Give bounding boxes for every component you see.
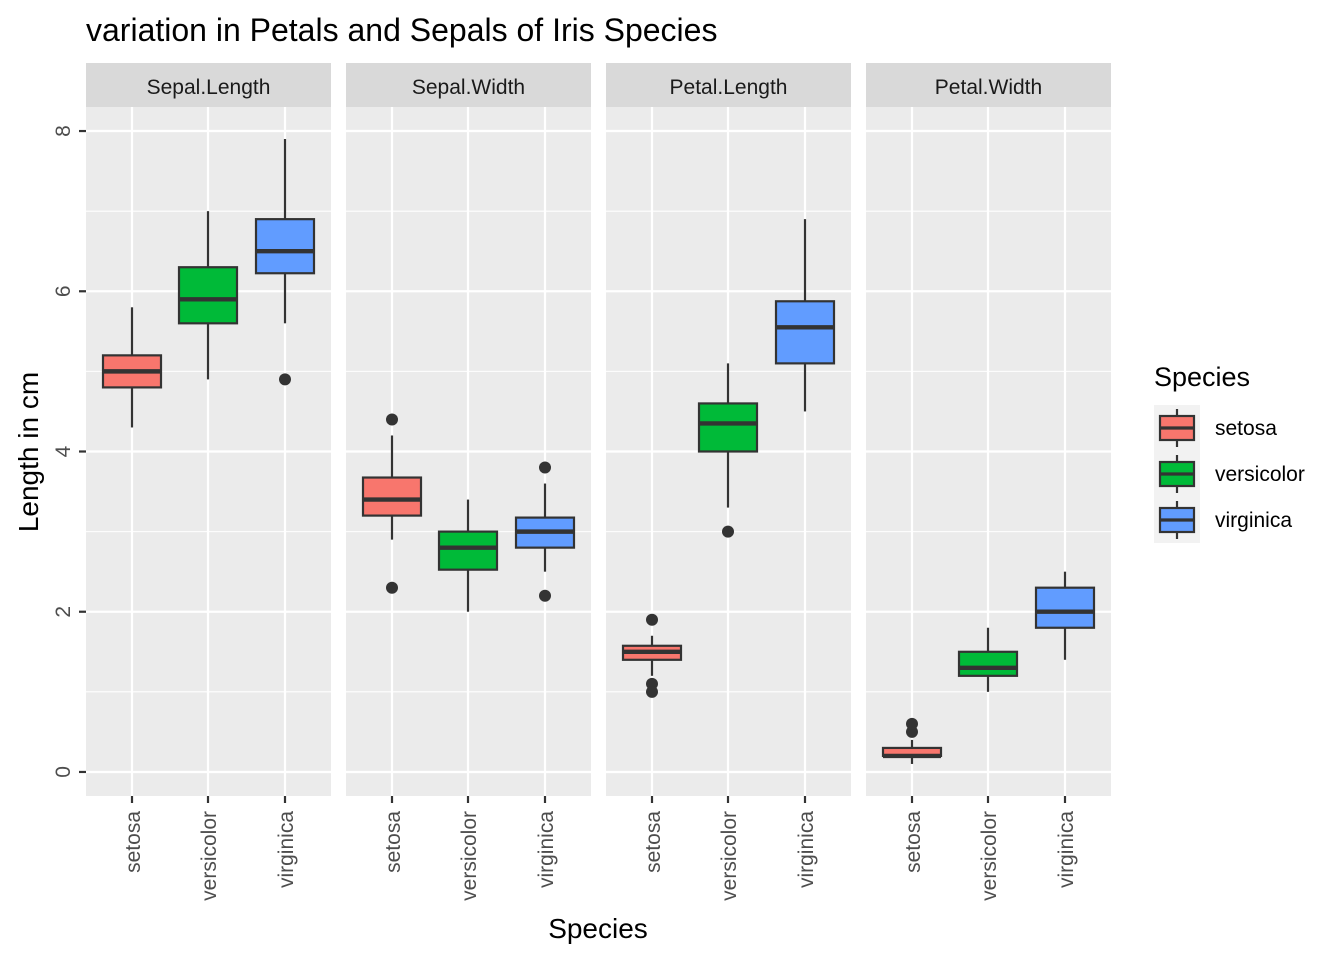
x-tick-label: versicolor: [718, 811, 741, 901]
outlier-point: [386, 581, 398, 594]
x-axis-title: Species: [548, 913, 648, 944]
x-tick-label: virginica: [275, 811, 298, 888]
y-tick-label: 4: [52, 445, 75, 457]
box-virginica: [1034, 571, 1096, 660]
box-versicolor: [697, 363, 759, 538]
facet-panel-sepal-width: Sepal.Width setosa versicolor virginica: [346, 63, 591, 901]
box-iqr: [1034, 586, 1096, 629]
box-iqr: [774, 300, 836, 365]
box-iqr: [177, 266, 239, 325]
y-axis-title: Length in cm: [13, 372, 44, 532]
outlier-point: [722, 525, 734, 538]
x-tick-label: setosa: [642, 811, 665, 873]
y-axis: 0 2 4 6 8: [52, 125, 86, 778]
box-iqr: [254, 218, 316, 275]
x-tick-label: setosa: [122, 811, 145, 873]
y-tick-label: 8: [52, 125, 75, 137]
legend-label: virginica: [1215, 509, 1292, 532]
legend-title: Species: [1154, 362, 1250, 392]
x-tick-label: virginica: [795, 811, 818, 888]
box-virginica: [514, 461, 576, 602]
legend-item-virginica: virginica: [1154, 497, 1292, 543]
box-iqr: [957, 650, 1019, 677]
x-tick-label: versicolor: [978, 811, 1001, 901]
legend: Species setosa versicolor virginica: [1154, 362, 1305, 543]
legend-label: setosa: [1215, 417, 1277, 440]
x-tick-label: versicolor: [198, 811, 221, 901]
y-tick-label: 2: [52, 606, 75, 618]
box-iqr: [361, 476, 423, 517]
facet-strip-label: Petal.Length: [670, 76, 788, 99]
x-tick-label: setosa: [382, 811, 405, 873]
x-tick-label: virginica: [535, 811, 558, 888]
box-versicolor: [957, 627, 1019, 692]
outlier-point: [539, 461, 551, 474]
box-versicolor: [177, 211, 239, 380]
outlier-point: [906, 717, 918, 730]
facet-strip-label: Sepal.Width: [412, 76, 525, 99]
y-tick-label: 6: [52, 285, 75, 297]
outlier-point: [646, 613, 658, 626]
facet-strip: [606, 63, 851, 107]
x-tick-label: versicolor: [458, 811, 481, 901]
legend-item-versicolor: versicolor: [1154, 451, 1305, 497]
facet-panel-petal-length: Petal.Length setosa versicolor virginica: [606, 63, 851, 901]
outlier-point: [539, 589, 551, 602]
facet-strip: [86, 63, 331, 107]
chart-title: variation in Petals and Sepals of Iris S…: [86, 12, 717, 48]
box-setosa: [361, 413, 423, 594]
outlier-point: [386, 413, 398, 426]
x-tick-label: setosa: [902, 811, 925, 873]
outlier-point: [646, 685, 658, 698]
facet-panel-sepal-length: Sepal.Length setosa versicolor virginica: [86, 63, 331, 901]
box-setosa: [101, 307, 163, 428]
box-iqr: [437, 530, 499, 571]
box-virginica: [254, 139, 316, 386]
facet-panel-petal-width: Petal.Width setosa versicolor virginica: [866, 63, 1111, 901]
legend-item-setosa: setosa: [1154, 405, 1277, 451]
x-tick-label: virginica: [1055, 811, 1078, 888]
facet-strip: [346, 63, 591, 107]
outlier-point: [279, 373, 291, 386]
legend-label: versicolor: [1215, 463, 1305, 486]
box-setosa: [881, 717, 943, 764]
facet-strip-label: Petal.Width: [935, 76, 1042, 99]
facet-strip-label: Sepal.Length: [147, 76, 271, 99]
box-iqr: [697, 402, 759, 453]
box-virginica: [774, 219, 836, 412]
y-tick-label: 0: [52, 766, 75, 778]
box-setosa: [621, 613, 683, 698]
box-versicolor: [437, 499, 499, 612]
facet-strip: [866, 63, 1111, 107]
